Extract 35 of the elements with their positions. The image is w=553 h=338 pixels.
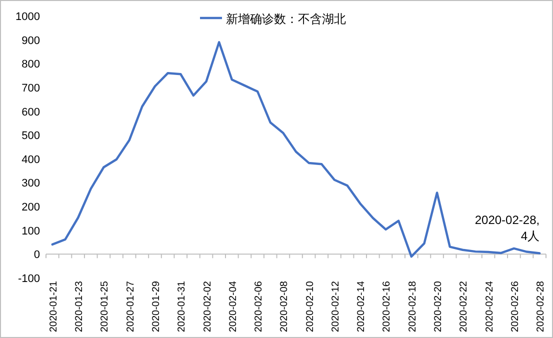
y-tick-label: 1000: [16, 11, 40, 23]
y-tick-label: 600: [22, 106, 40, 118]
x-tick-label: 2020-02-16: [382, 280, 393, 332]
y-tick-label: 0: [34, 249, 40, 262]
line-series: [51, 41, 541, 258]
x-tick-label: 2020-01-29: [150, 280, 162, 332]
x-tick-label: 2020-02-24: [484, 280, 496, 332]
y-tick-label: 300: [22, 178, 40, 190]
x-tick-label: 2020-02-02: [202, 280, 214, 332]
x-tick-label: 2020-02-26: [510, 280, 521, 332]
x-tick-label: 2020-01-31: [176, 280, 188, 332]
x-tick-label: 2020-02-20: [433, 280, 444, 332]
x-tick-label: 2020-01-27: [125, 280, 136, 332]
x-tick-label: 2020-02-18: [407, 280, 418, 332]
y-tick-label: 400: [22, 154, 40, 166]
x-tick-label: 2020-02-12: [330, 280, 342, 332]
x-tick-label: 2020-02-04: [228, 280, 239, 332]
x-tick-label: 2020-01-21: [48, 280, 60, 332]
x-tick-label: 2020-02-14: [356, 280, 368, 332]
x-tick-label: 2020-02-10: [304, 280, 316, 332]
x-tick-label: 2020-02-06: [254, 280, 265, 332]
x-tick-label: 2020-02-08: [279, 280, 290, 332]
annotation: 2020-02-28, 4人: [474, 213, 540, 244]
x-tick-label: 2020-02-22: [458, 280, 470, 332]
y-tick-label: 800: [22, 58, 40, 71]
x-tick-label: 2020-02-28: [536, 280, 547, 332]
y-tick-label: -100: [18, 273, 40, 285]
x-tick-label: 2020-01-25: [100, 280, 111, 332]
x-tick-label: 2020-01-23: [74, 280, 86, 332]
y-tick-label: 700: [22, 82, 40, 94]
legend-label: 新增确诊数：不含湖北: [226, 12, 346, 26]
y-tick-label: 500: [22, 130, 40, 142]
y-tick-label: 900: [22, 34, 40, 47]
y-tick-label: 100: [22, 225, 40, 238]
y-tick-label: 200: [22, 202, 40, 214]
